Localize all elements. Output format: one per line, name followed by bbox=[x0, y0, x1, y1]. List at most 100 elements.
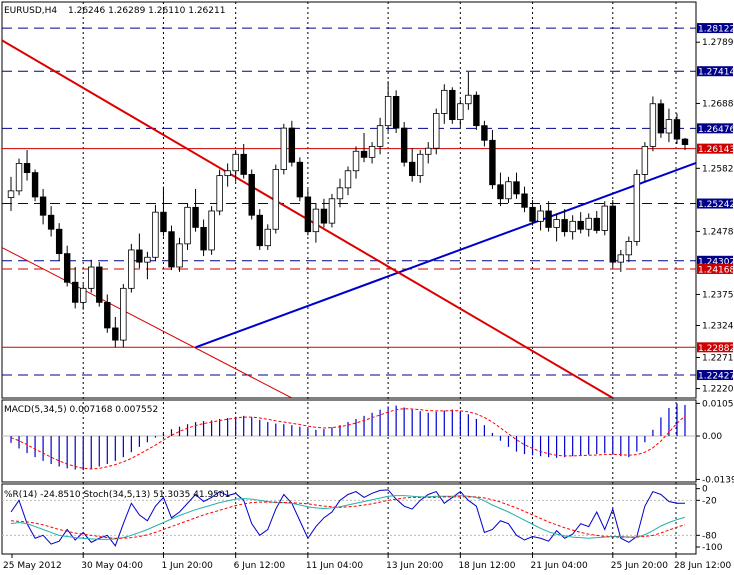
candle-body bbox=[537, 210, 544, 222]
x-tick-label: 30 May 04:00 bbox=[81, 561, 143, 571]
stoch-tick-label: -20 bbox=[702, 496, 717, 506]
candle-body bbox=[224, 170, 231, 177]
candle-body bbox=[625, 241, 633, 256]
candle-body bbox=[152, 211, 159, 258]
stoch-series-line bbox=[10, 495, 686, 540]
candle-body bbox=[160, 211, 167, 233]
candle-body bbox=[184, 206, 191, 245]
macd-panel: 0.010515 0.00 -0.013964 bbox=[2, 399, 734, 485]
candle-body bbox=[657, 103, 665, 134]
stoch-series-line bbox=[10, 496, 686, 539]
candle-body bbox=[593, 217, 600, 231]
symbol-label: EURUSD,H4 bbox=[4, 6, 57, 16]
x-tick-label: 13 Jun 20:00 bbox=[386, 561, 443, 571]
level-label-bg bbox=[697, 143, 733, 154]
macd-signal-line bbox=[10, 408, 686, 470]
level-label: 1.27414 bbox=[698, 68, 734, 78]
candle-body bbox=[272, 169, 279, 230]
candle-body bbox=[633, 174, 641, 242]
candle-body bbox=[256, 214, 263, 247]
candle-body bbox=[408, 161, 416, 177]
candle-body bbox=[120, 287, 127, 341]
trendline bbox=[2, 247, 293, 398]
candle-body bbox=[505, 181, 512, 200]
candle-body bbox=[457, 103, 464, 120]
candle-body bbox=[168, 231, 175, 268]
candle-body bbox=[553, 219, 560, 228]
candle-body bbox=[304, 196, 312, 233]
candle-body bbox=[96, 266, 103, 303]
candle-body bbox=[665, 119, 673, 134]
candle-body bbox=[88, 266, 95, 289]
candle-body bbox=[55, 228, 63, 255]
candle-body bbox=[312, 208, 320, 233]
candle-body bbox=[473, 94, 480, 127]
candle-body bbox=[400, 127, 408, 163]
level-label: 1.24302 bbox=[698, 257, 734, 267]
candle-body bbox=[649, 103, 657, 147]
level-label-bg bbox=[697, 255, 733, 266]
candle-body bbox=[617, 254, 625, 263]
candle-body bbox=[425, 147, 432, 155]
candle-body bbox=[47, 214, 55, 230]
candle-body bbox=[577, 220, 584, 230]
panel-frame-3 bbox=[1, 483, 697, 555]
vertical-grid-lines bbox=[82, 2, 677, 554]
candle-body bbox=[449, 89, 456, 120]
candle-body bbox=[441, 89, 448, 114]
candle-body bbox=[465, 94, 472, 105]
level-label: 1.28122 bbox=[698, 25, 734, 35]
candle-body bbox=[673, 119, 681, 140]
candle-body bbox=[144, 256, 151, 263]
candle-body bbox=[360, 150, 368, 158]
stoch-series-line bbox=[10, 489, 685, 547]
level-label-bg bbox=[697, 370, 733, 381]
macd-tick-label: 0.00 bbox=[702, 432, 722, 442]
horizontal-levels bbox=[2, 27, 696, 376]
level-label: 1.25242 bbox=[698, 200, 734, 210]
stoch-tick-label: -80 bbox=[702, 531, 717, 541]
candle-body bbox=[585, 217, 592, 230]
price-tick-label: 1.22205 bbox=[702, 385, 734, 395]
candle-body bbox=[513, 181, 520, 195]
ohlc-label: 1.26246 1.26289 1.26110 1.26211 bbox=[68, 6, 225, 16]
candle-body bbox=[561, 219, 568, 233]
candle-body bbox=[641, 145, 649, 175]
trendlines bbox=[2, 39, 696, 398]
candle-body bbox=[39, 196, 47, 216]
candle-body bbox=[232, 153, 239, 172]
candle-body bbox=[489, 139, 496, 186]
candle-body bbox=[80, 287, 87, 303]
level-label: 1.22427 bbox=[698, 372, 734, 382]
time-axis: 25 May 2012 30 May 04:00 1 Jun 20:00 6 Jun … bbox=[3, 554, 731, 571]
candle-body bbox=[320, 208, 328, 224]
candle-body bbox=[288, 127, 296, 163]
candle-body bbox=[71, 281, 79, 303]
candle-body bbox=[240, 153, 247, 175]
x-tick-label: 11 Jun 04:00 bbox=[306, 561, 363, 571]
candle-body bbox=[569, 220, 576, 233]
candle-body bbox=[7, 190, 15, 198]
price-tick-label: 1.25820 bbox=[702, 164, 734, 174]
candle-body bbox=[264, 228, 271, 247]
price-tick-label: 1.22715 bbox=[702, 353, 734, 363]
x-tick-label: 1 Jun 20:00 bbox=[161, 561, 213, 571]
candle-body bbox=[681, 138, 689, 145]
price-tick-label: 1.26885 bbox=[702, 99, 734, 109]
candle-body bbox=[328, 198, 336, 224]
candle-body bbox=[376, 125, 384, 147]
candle-body bbox=[248, 174, 255, 216]
stoch-tick-label: 0 bbox=[702, 485, 708, 495]
price-tick-label: 1.27890 bbox=[702, 38, 734, 48]
stoch-tick-label: -100 bbox=[702, 543, 723, 553]
candle-body bbox=[192, 206, 199, 228]
candle-body bbox=[136, 249, 143, 263]
candle-body bbox=[128, 249, 135, 289]
candle-body bbox=[23, 163, 31, 173]
macd-title: MACD(5,34,5) 0.007168 0.007552 bbox=[4, 405, 158, 415]
level-label-bg bbox=[697, 123, 733, 134]
x-tick-label: 21 Jun 04:00 bbox=[531, 561, 588, 571]
level-label-bg bbox=[697, 66, 733, 77]
level-label-bg bbox=[697, 263, 733, 274]
